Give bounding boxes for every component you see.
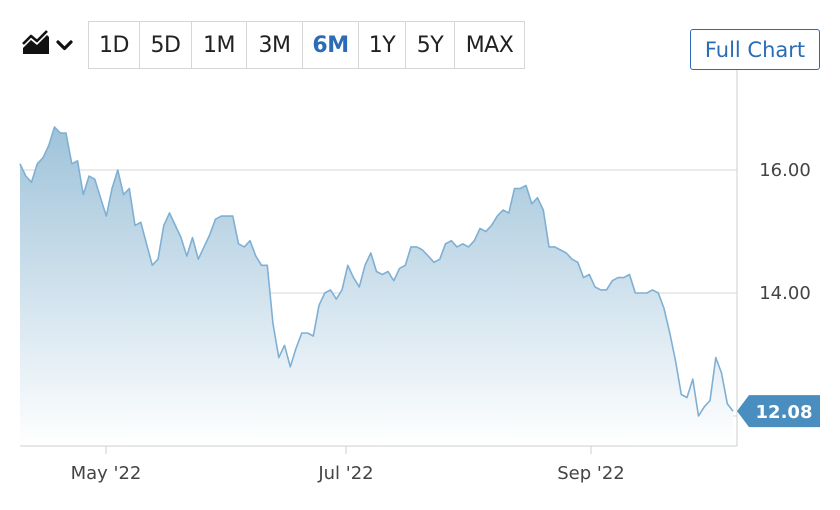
- range-button-1y[interactable]: 1Y: [359, 22, 406, 68]
- chart-type-selector[interactable]: [20, 30, 78, 60]
- full-chart-button[interactable]: Full Chart: [690, 29, 820, 70]
- x-tick-label: Sep '22: [557, 463, 625, 484]
- chevron-down-icon: [56, 40, 73, 51]
- x-tick-label: Jul '22: [317, 463, 373, 484]
- x-tick-label: May '22: [71, 463, 142, 484]
- range-button-6m[interactable]: 6M: [303, 22, 359, 68]
- area-chart-icon: [22, 30, 49, 54]
- range-selector: 1D 5D 1M 3M 6M 1Y 5Y MAX: [88, 21, 525, 69]
- y-tick-label: 14.00: [759, 283, 811, 304]
- y-tick-label: 16.00: [759, 160, 811, 181]
- price-line: [19, 126, 734, 417]
- range-button-max[interactable]: MAX: [465, 32, 514, 58]
- range-button-5y[interactable]: 5Y: [406, 22, 455, 68]
- price-area: [20, 127, 733, 446]
- last-price-label: 12.08: [756, 402, 813, 423]
- range-button-3m[interactable]: 3M: [247, 22, 303, 68]
- range-button-5d[interactable]: 5D: [140, 22, 192, 68]
- last-price-tag: [737, 395, 820, 428]
- range-button-1d[interactable]: 1D: [89, 22, 140, 68]
- range-button-1m[interactable]: 1M: [192, 22, 247, 68]
